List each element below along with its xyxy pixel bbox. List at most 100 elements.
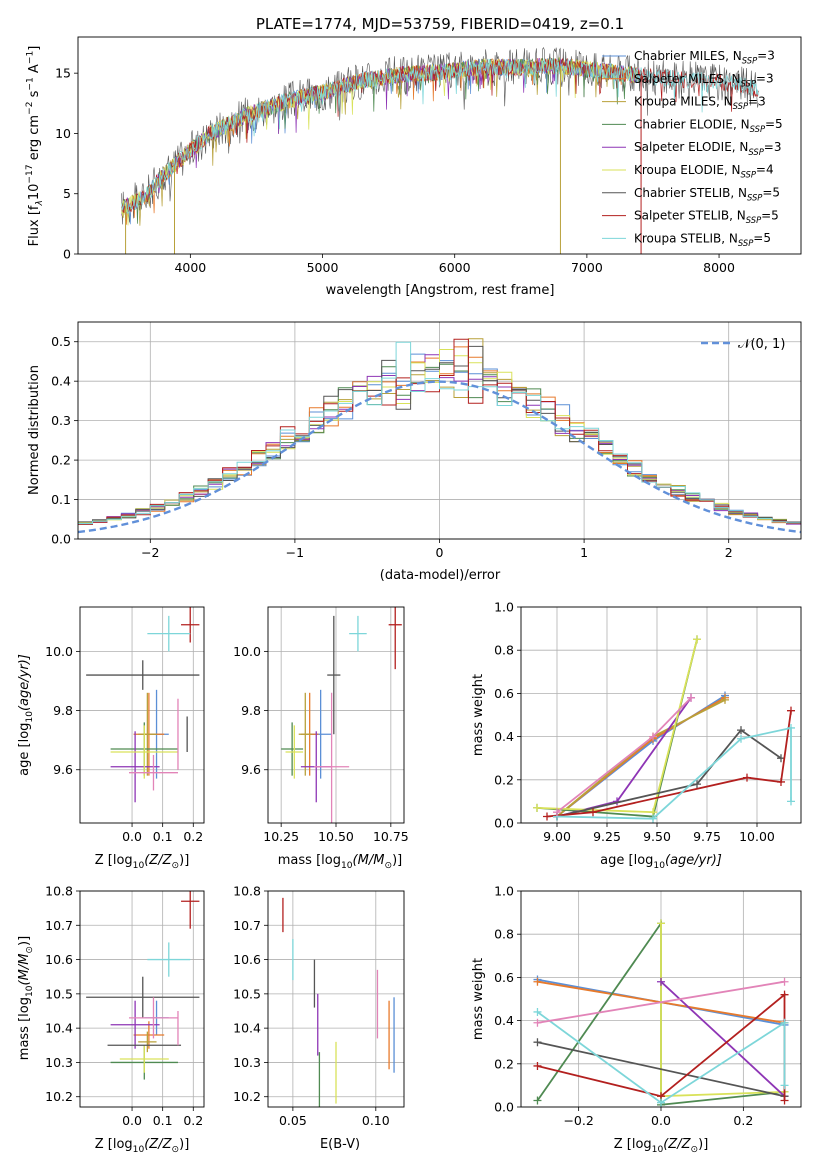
label-part: (M/M bbox=[353, 853, 385, 868]
x-tick-label: 0.2 bbox=[733, 1113, 753, 1128]
label-part: Salpeter STELIB, N bbox=[634, 209, 746, 223]
label-part: ⊙ bbox=[25, 946, 35, 954]
label-part: )] bbox=[392, 853, 402, 868]
z_weight-plot: −0.2 0.0 0.2 0.0 0.2 0.4 0.6 0.8 1.0 Z [log10(Z/Z… bbox=[471, 884, 802, 1155]
weight-marker bbox=[657, 919, 665, 928]
z_mass-plot: 0.0 0.1 0.2 10.2 10.3 10.4 10.5 10.6 10.7 10.8 Z [… bbox=[17, 884, 205, 1155]
axes-frame bbox=[79, 890, 205, 1108]
y-tick-label: 5 bbox=[63, 186, 71, 201]
label-part: λ bbox=[35, 200, 45, 206]
label-part: −17 bbox=[25, 164, 35, 183]
y-tick-label: 0.2 bbox=[494, 772, 514, 787]
label-part: (Z/Z bbox=[144, 853, 172, 868]
weight-line bbox=[660, 981, 786, 1097]
label-part: SSP bbox=[738, 238, 754, 248]
label-part: Flux [f bbox=[27, 205, 42, 246]
label-part: ⊙ bbox=[691, 1145, 699, 1155]
x-tick-label: 10.50 bbox=[318, 829, 354, 844]
weight-marker bbox=[553, 808, 561, 817]
weight-marker bbox=[533, 977, 542, 986]
x-axis-label: mass [log10(M/M⊙)] bbox=[278, 853, 402, 871]
label-part: )] bbox=[179, 1137, 189, 1152]
y-tick-label: 9.8 bbox=[241, 703, 261, 718]
x-axis-label: Z [log10(Z/Z⊙)] bbox=[95, 1137, 190, 1155]
y-tick-label: 9.6 bbox=[53, 762, 73, 777]
axes-frame bbox=[77, 321, 802, 540]
axes-frame bbox=[267, 890, 405, 1108]
label-part: =3 bbox=[764, 140, 782, 154]
label-part: Z [log bbox=[95, 853, 133, 868]
label-part: −1 bbox=[25, 77, 35, 90]
y-tick-label: 0.8 bbox=[494, 927, 514, 942]
spectrum-marks bbox=[121, 46, 759, 254]
normal-curve bbox=[78, 380, 801, 534]
label-part: ⊙ bbox=[172, 861, 180, 871]
label-part: Chabrier MILES, N bbox=[634, 49, 742, 63]
label-part: (Z/Z bbox=[144, 1137, 172, 1152]
weight-marker bbox=[589, 808, 597, 817]
ebv_mass-plot: 0.05 0.10 10.2 10.3 10.4 10.5 10.6 10.7 10.8 E(B-… bbox=[233, 884, 405, 1152]
label-part: =3 bbox=[757, 49, 775, 63]
label-part: Chabrier ELODIE, N bbox=[634, 117, 750, 131]
weight-marker bbox=[649, 814, 657, 823]
weight-marker bbox=[693, 635, 701, 644]
z_age-marks bbox=[86, 607, 200, 803]
weight-line bbox=[537, 980, 785, 1024]
label-part: age [log bbox=[17, 723, 32, 776]
x-axis-label: E(B-V) bbox=[320, 1137, 360, 1152]
x-tick-label: 0.2 bbox=[183, 1113, 203, 1128]
x-tick-label: 0.05 bbox=[279, 1113, 307, 1128]
x-tick-label: 9.50 bbox=[643, 829, 671, 844]
weight-marker bbox=[533, 803, 541, 812]
label-part: erg cm bbox=[27, 115, 42, 164]
weight-marker bbox=[780, 1096, 789, 1105]
y-tick-label: 10.5 bbox=[45, 986, 73, 1001]
label-part: SSP bbox=[750, 124, 766, 134]
label-part: ⊙ bbox=[384, 861, 392, 871]
axes-frame bbox=[79, 606, 205, 824]
y-tick-label: 10.3 bbox=[233, 1055, 261, 1070]
legend-entry: Salpeter MILES, NSSP=3 bbox=[634, 72, 774, 89]
y-tick-label: 0.2 bbox=[51, 453, 71, 468]
x-tick-label: 0 bbox=[436, 545, 444, 560]
y-tick-label: 10.7 bbox=[45, 918, 73, 933]
label-part: =5 bbox=[765, 117, 783, 131]
weight-marker bbox=[533, 1007, 542, 1016]
y-tick-label: 0.4 bbox=[494, 729, 514, 744]
weight-line bbox=[546, 710, 792, 818]
label-part: ] bbox=[27, 46, 42, 51]
y-tick-label: 0.5 bbox=[51, 334, 71, 349]
legend-entry: Kroupa STELIB, NSSP=5 bbox=[634, 231, 771, 248]
label-part: )] bbox=[698, 1137, 708, 1152]
y-tick-label: 9.6 bbox=[241, 762, 261, 777]
y-tick-label: 0.0 bbox=[494, 1100, 514, 1115]
x-tick-label: 7000 bbox=[571, 260, 603, 275]
label-part: =3 bbox=[748, 94, 766, 108]
age_weight-marks bbox=[533, 635, 795, 823]
label-part: Z [log bbox=[614, 1137, 652, 1152]
x-tick-label: 9.75 bbox=[693, 829, 721, 844]
x-tick-label: 1 bbox=[580, 545, 588, 560]
legend-entry: Chabrier MILES, NSSP=3 bbox=[634, 49, 775, 66]
spectrum-line bbox=[121, 57, 759, 214]
x-tick-label: 8000 bbox=[703, 260, 735, 275]
label-part: SSP bbox=[742, 56, 758, 66]
y-tick-label: 10.2 bbox=[45, 1089, 73, 1104]
label-part: SSP bbox=[733, 101, 749, 111]
residuals-plot: −2 −1 0 1 2 0.0 0.1 0.2 0.3 0.4 0.5 𝒩(0, 1) (data-mo… bbox=[27, 321, 802, 583]
legend-entry: Salpeter STELIB, NSSP=5 bbox=[634, 208, 779, 225]
y-tick-label: 9.8 bbox=[53, 703, 73, 718]
weight-marker bbox=[533, 1038, 542, 1047]
label-part: SSP bbox=[747, 192, 763, 202]
y-axis-label: age [log10(age/yr)] bbox=[17, 654, 35, 776]
y-tick-label: 0.4 bbox=[494, 1013, 514, 1028]
ebv_mass-marks bbox=[282, 897, 395, 1107]
x-tick-label: 0.0 bbox=[651, 1113, 671, 1128]
y-tick-label: 0.4 bbox=[51, 374, 71, 389]
weight-marker bbox=[743, 773, 751, 782]
y-tick-label: 0.0 bbox=[51, 532, 71, 547]
y-tick-label: 10.6 bbox=[233, 952, 261, 967]
y-tick-label: 10.5 bbox=[233, 986, 261, 1001]
weight-marker bbox=[533, 1096, 542, 1105]
weight-line bbox=[556, 728, 782, 818]
